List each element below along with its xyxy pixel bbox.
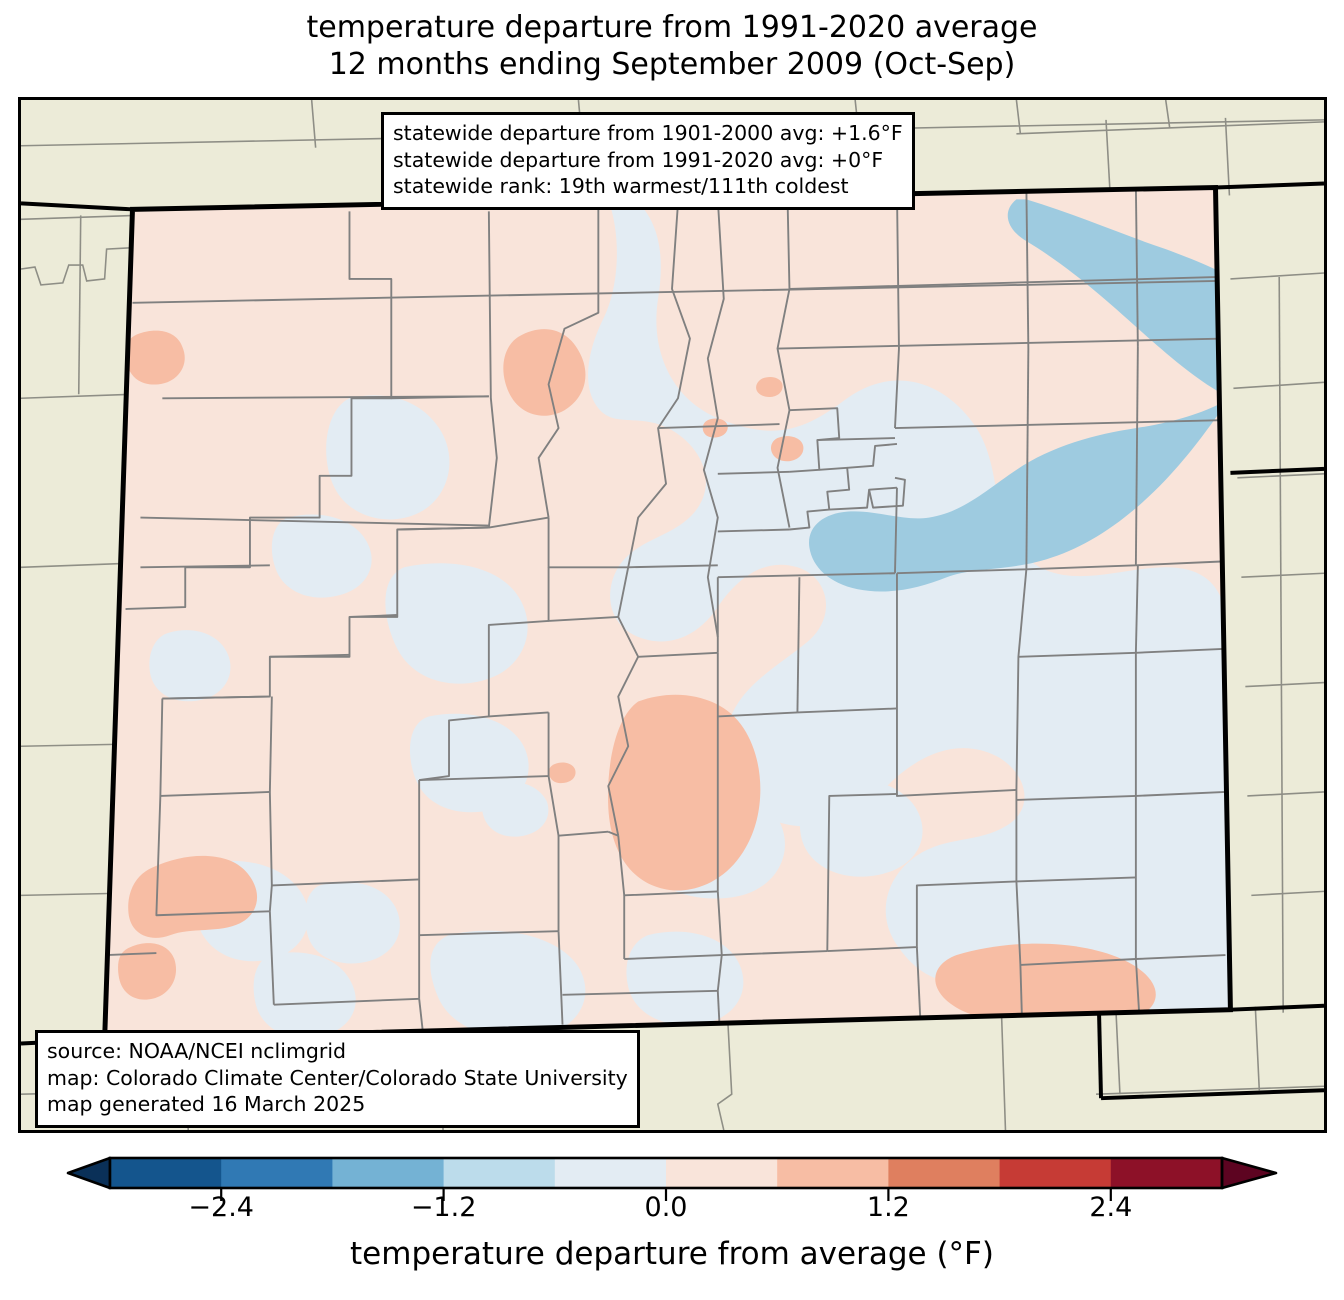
- colorbar-tick-label: −2.4: [188, 1192, 254, 1223]
- colorbar-bands: [66, 1156, 1278, 1190]
- title-line-1: temperature departure from 1991-2020 ave…: [306, 10, 1038, 45]
- colorbar-tick-labels: −2.4 −1.2 0.0 1.2 2.4: [0, 1192, 1344, 1232]
- colorbar-tick-label: 0.0: [644, 1192, 688, 1223]
- stats-line-3: statewide rank: 19th warmest/111th colde…: [393, 174, 849, 199]
- stats-line-1: statewide departure from 1901-2000 avg: …: [393, 121, 903, 145]
- statewide-stats-box: statewide departure from 1901-2000 avg: …: [381, 112, 915, 210]
- colorbar-svg: [66, 1156, 1278, 1201]
- stats-line-2: statewide departure from 1991-2020 avg: …: [393, 147, 884, 172]
- source-line-3: map generated 16 March 2025: [47, 1092, 366, 1117]
- neighbor-county-lines: [21, 100, 1324, 1130]
- colorbar: −2.4 −1.2 0.0 1.2 2.4 temperature departure …: [0, 1140, 1344, 1300]
- colorbar-tick-label: −1.2: [410, 1192, 477, 1223]
- colorbar-axis-label: temperature departure from average (°F): [350, 1236, 994, 1272]
- page-title: temperature departure from 1991-2020 ave…: [0, 10, 1344, 83]
- anomaly-band-0.6-to-1.2: [118, 329, 1156, 1028]
- colorbar-tick-label: 2.4: [1089, 1192, 1133, 1223]
- source-attribution-box: source: NOAA/NCEI nclimgrid map: Colorad…: [35, 1030, 640, 1128]
- source-line-1: source: NOAA/NCEI nclimgrid: [47, 1039, 347, 1063]
- source-line-2: map: Colorado Climate Center/Colorado St…: [47, 1065, 628, 1090]
- colorado-county-lines: [104, 187, 1226, 1040]
- map-frame: statewide departure from 1901-2000 avg: …: [18, 97, 1327, 1133]
- colorbar-ticks: [220, 1188, 1112, 1201]
- title-line-2: 12 months ending September 2009 (Oct-Sep…: [328, 46, 1016, 82]
- colorado-temperature-map: [21, 100, 1324, 1130]
- temperature-anomaly-contours: [104, 187, 1231, 1040]
- colorbar-tick-label: 1.2: [866, 1192, 910, 1223]
